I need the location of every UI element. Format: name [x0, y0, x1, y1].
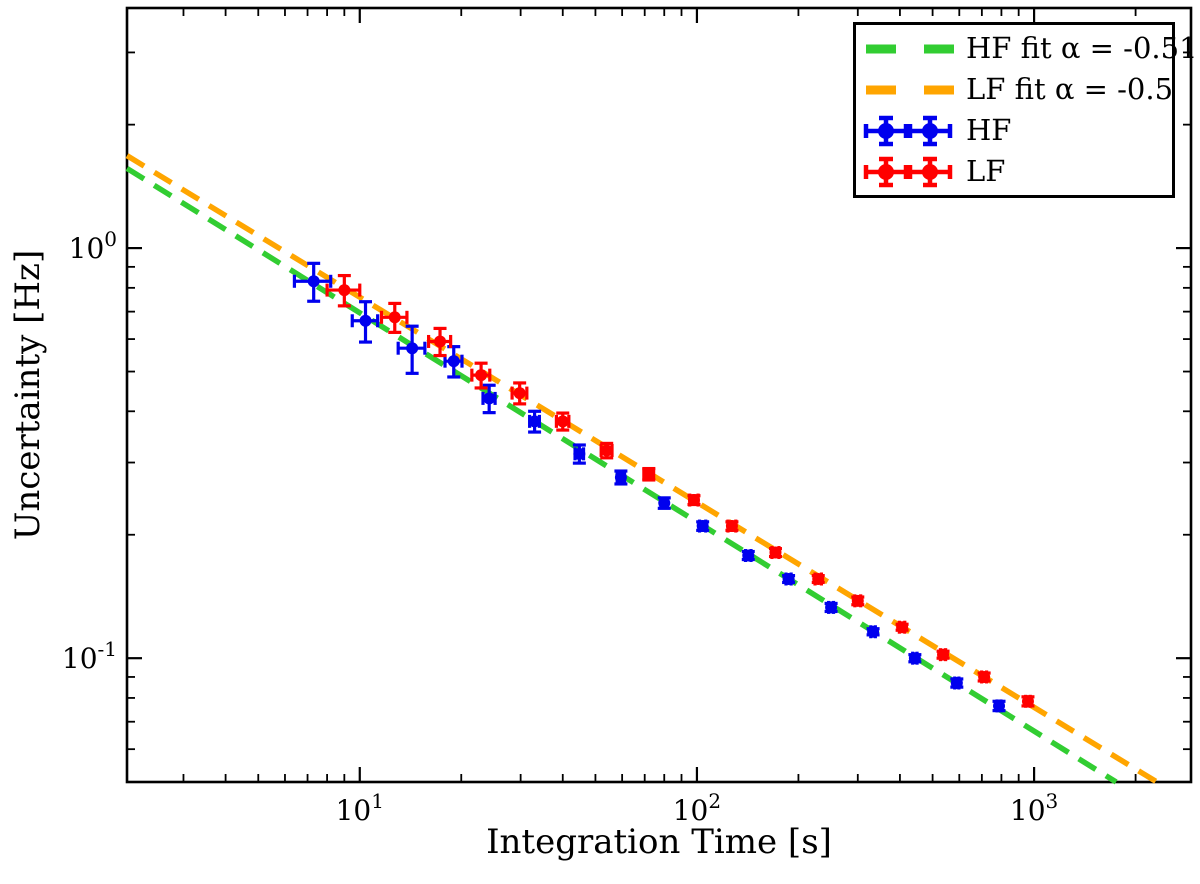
legend-label-hf-fit: HF fit α = -0.51	[966, 31, 1198, 65]
legend-item-lf: LF	[862, 152, 1170, 192]
lf-data-point	[812, 572, 825, 585]
lf-data-point	[434, 335, 447, 348]
hf-data-point	[825, 601, 838, 614]
y-tick-label: 100	[69, 227, 117, 265]
hf-data-point	[742, 549, 755, 562]
lf-data-point	[1021, 695, 1034, 708]
axes: 101 102 103 100 10-1	[62, 6, 1193, 827]
hf-data-point	[483, 392, 496, 405]
lf-errorbar-marker-icon	[863, 156, 953, 187]
y-tick-label: 10-1	[62, 637, 117, 675]
hf-errorbar-marker-icon	[863, 115, 953, 146]
lf-data-point	[338, 284, 351, 297]
x-tick-label: 103	[1010, 789, 1058, 827]
y-axis-label: Uncertainty [Hz]	[8, 249, 48, 541]
lf-data-point	[769, 546, 782, 559]
hf-data-point	[359, 314, 372, 327]
lf-fit-line	[125, 153, 1159, 785]
hf-data-point	[614, 471, 627, 484]
lf-data-point	[978, 670, 991, 683]
hf-series	[292, 261, 1006, 713]
data-series	[292, 261, 1035, 713]
lf-data-point	[851, 594, 864, 607]
lf-series	[325, 273, 1035, 708]
lf-fit-dash-icon	[866, 85, 954, 94]
lf-data-point	[725, 520, 738, 533]
hf-data-point	[867, 625, 880, 638]
hf-data-point	[406, 342, 419, 355]
legend-item-hf: HF	[862, 111, 1170, 151]
hf-data-point	[307, 275, 320, 288]
lf-data-point	[687, 494, 700, 507]
legend-label-lf-fit: LF fit α = -0.5	[966, 72, 1174, 106]
legend-item-lf-fit: LF fit α = -0.5	[862, 70, 1174, 110]
lf-data-point	[388, 311, 401, 324]
x-tick-label: 101	[336, 789, 384, 827]
hf-data-point	[528, 415, 541, 428]
hf-data-point	[950, 676, 963, 689]
legend: HF fit α = -0.51 LF fit α = -0.5 HF LF	[853, 22, 1198, 198]
hf-data-point	[658, 497, 671, 510]
lf-data-point	[642, 468, 655, 481]
hf-fit-dash-icon	[866, 44, 954, 53]
plot-frame	[125, 6, 1193, 784]
legend-item-hf-fit: HF fit α = -0.51	[862, 29, 1198, 69]
fit-lines	[125, 153, 1159, 785]
hf-data-point	[782, 572, 795, 585]
hf-data-point	[993, 699, 1006, 712]
hf-data-point	[696, 520, 709, 533]
lf-data-point	[556, 415, 569, 428]
lf-data-point	[475, 369, 488, 382]
legend-label-hf: HF	[966, 113, 1012, 147]
x-axis-label: Integration Time [s]	[486, 822, 832, 862]
lf-data-point	[600, 444, 613, 457]
x-tick-label: 102	[673, 789, 721, 827]
hf-data-point	[447, 355, 460, 368]
hf-data-point	[573, 447, 586, 460]
lf-data-point	[937, 648, 950, 661]
lf-data-point	[513, 387, 526, 400]
hf-data-point	[908, 652, 921, 665]
legend-label-lf: LF	[966, 154, 1006, 188]
lf-data-point	[896, 621, 909, 634]
